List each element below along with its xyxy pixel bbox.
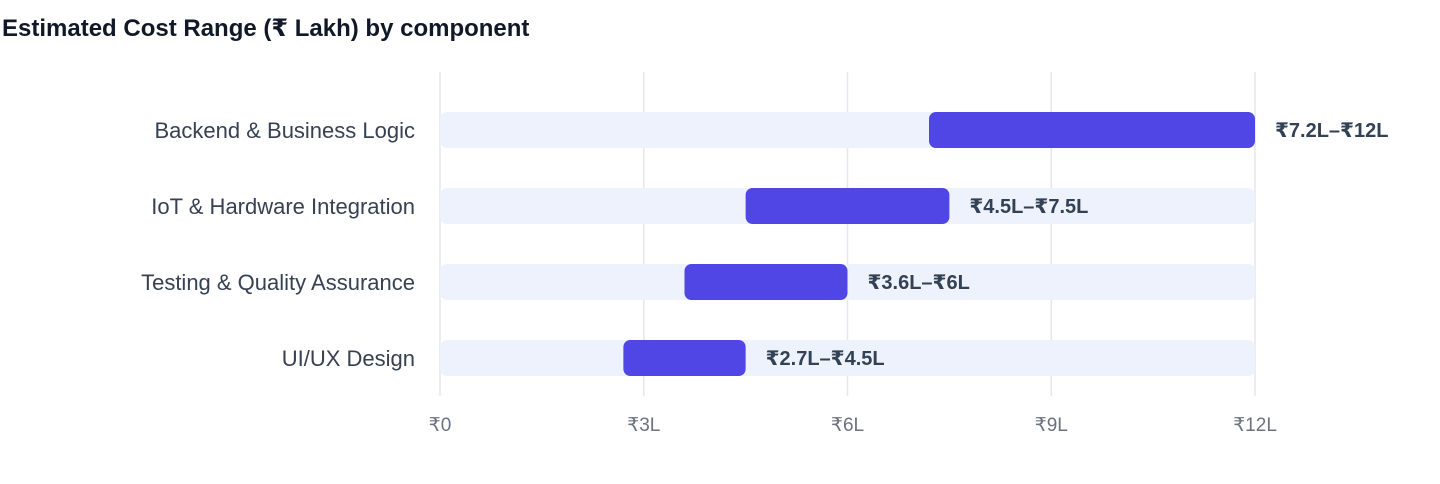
x-tick-label: ₹12L [1233,415,1277,436]
value-label: ₹3.6L–₹6L [868,272,970,294]
x-tick-label: ₹6L [831,415,864,436]
x-tick-label: ₹3L [627,415,660,436]
value-labels: ₹7.2L–₹12L ₹4.5L–₹7.5L ₹3.6L–₹6L ₹2.7L–₹4.5… [766,120,1389,370]
category-label: Backend & Business Logic [155,118,416,143]
category-label: IoT & Hardware Integration [151,194,415,219]
range-bar-iot-hardware-integration [745,188,950,224]
category-label: UI/UX Design [282,346,415,371]
category-labels: Backend & Business Logic IoT & Hardware I… [141,118,415,371]
category-label: Testing & Quality Assurance [141,270,415,295]
range-bar-backend-business-logic [929,112,1255,148]
range-bar-testing-quality-assurance [684,264,848,300]
value-label: ₹2.7L–₹4.5L [766,348,885,370]
value-label: ₹7.2L–₹12L [1275,120,1388,142]
x-axis-ticks: ₹0 ₹3L ₹6L ₹9L ₹12L [429,415,1277,436]
x-tick-label: ₹9L [1035,415,1068,436]
value-label: ₹4.5L–₹7.5L [969,196,1088,218]
range-bar-ui-ux-design [623,340,746,376]
x-tick-label: ₹0 [429,415,452,436]
range-bars [623,112,1255,376]
chart-title: Estimated Cost Range (₹ Lakh) by compone… [2,15,530,42]
